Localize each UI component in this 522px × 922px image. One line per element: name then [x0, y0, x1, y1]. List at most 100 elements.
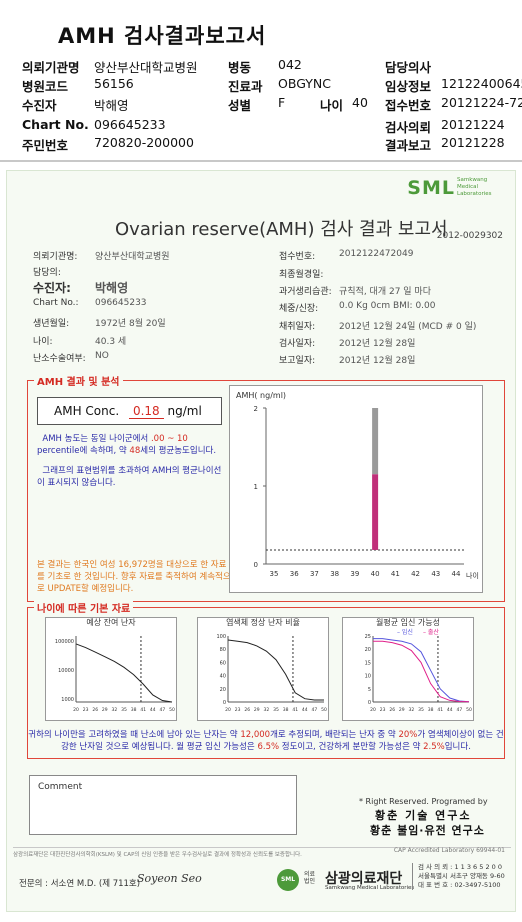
age-summary-text: 귀하의 나이만을 고려하였을 때 난소에 남아 있는 난자는 약 12,000개…	[27, 729, 505, 753]
x-tick-label: 37	[310, 570, 319, 578]
y-tick-label: 10	[365, 674, 371, 680]
info-label: 검사일자:	[279, 339, 316, 349]
summary-part: 입니다.	[444, 742, 471, 752]
accession-value: 20121224-720	[441, 95, 522, 110]
amh-section-title: AMH 결과 및 분석	[34, 373, 123, 388]
amh-conc-value: 0.18	[128, 404, 164, 419]
amh-chart: AMH( ng/ml) 0 1 2 35 36 37 38 39 40 41 42 43 44 나이	[229, 385, 483, 593]
series-line	[373, 638, 470, 703]
summary-part: 가 염색체이상이 없는 건강한 난자일 것으로 예상됩니다. 월 평균 임신 가…	[61, 730, 504, 752]
resident-no-value: 720820-200000	[94, 135, 194, 150]
patient-value: 박해영	[94, 98, 129, 113]
header-divider	[0, 160, 522, 162]
x-tick-label: 35	[418, 707, 424, 713]
info-value: 규칙적, 대개 27 일 마다	[339, 287, 431, 297]
x-tick-label: 20	[73, 707, 79, 713]
info-accession: 접수번호: 2012122472049	[279, 249, 413, 262]
foundation-name: 삼광의료재단	[325, 871, 403, 887]
x-tick-label: 35	[121, 707, 127, 713]
x-tick-label: 41	[391, 570, 400, 578]
foundation-address: 검 사 의 뢰 : 1 1 3 6 5 2 0 0 서울특별시 서초구 양재동 …	[412, 863, 505, 890]
y-tick-label: 80	[220, 647, 226, 653]
chart-title: 염색체 정상 난자 비율	[226, 618, 300, 627]
amh-text-part: 그래프의 표현범위를 초과하여 AMH의 평균나이선이 표시되지 않습니다.	[37, 466, 222, 488]
y-tick-label: 100000	[55, 639, 74, 645]
x-tick-label: 29	[254, 707, 260, 713]
amh-conc-unit: ng/ml	[167, 404, 202, 418]
request-date-value: 20121224	[441, 117, 505, 132]
info-label: Chart No.:	[33, 298, 79, 308]
age-value: 40	[352, 95, 368, 110]
x-tick-label: 41	[437, 707, 443, 713]
amh-mean-age: 48	[129, 446, 141, 456]
summary-part: 정도이고, 건강하게 분만할 가능성은 약	[281, 742, 421, 752]
amh-result-section	[27, 380, 505, 602]
age-label: 나이	[320, 98, 344, 113]
clinical-info-value: 12122400645	[441, 76, 522, 91]
info-label: 채취일자:	[279, 322, 316, 332]
x-tick-label: 38	[428, 707, 434, 713]
remaining-eggs-chart: 예상 잔여 난자 100000 10000 1000 20 23 26 29 32 35 38 41…	[45, 617, 177, 721]
amh-percentile-text: AMH 농도는 동일 나이군에서 .00 ~ 10 percentile에 속하…	[37, 433, 227, 457]
amh-text-part: percentile에 속하며, 약	[37, 446, 127, 456]
info-institution: 의뢰기관명: 양산부산대학교병원	[33, 249, 170, 262]
x-tick-label: 26	[389, 707, 395, 713]
series-line	[373, 640, 470, 703]
info-label: 나이:	[33, 337, 53, 347]
accession-label: 접수번호	[385, 98, 432, 113]
sex-label: 성별	[228, 98, 252, 113]
y-tick-label: 20	[220, 687, 226, 693]
department-value: OBGYNC	[278, 76, 331, 91]
info-birthdate: 생년월일: 1972년 8월 20일	[33, 316, 166, 329]
x-tick-label: 26	[244, 707, 250, 713]
y-tick-label: 10000	[58, 668, 74, 674]
patient-label: 수진자	[22, 98, 57, 113]
chart-no-value: 096645233	[94, 117, 166, 132]
signing-physician: 전문의 : 서소연 M.D. (제 711호)	[19, 879, 141, 889]
foundation-logo: SML	[277, 869, 299, 891]
amh-percentile-range: .00 ~ 10	[150, 434, 188, 444]
info-value: 40.3 세	[95, 337, 127, 347]
info-label: 최종월경일:	[279, 270, 324, 280]
accreditation-footnote: 삼광의료재단은 대한진단검사의학회(KSLM) 및 CAP의 신임 인증을 받은…	[13, 847, 511, 858]
amh-data-source-note: 본 결과는 한국인 여성 16,972명을 대상으로 한 자료를 기초로 한 것…	[37, 559, 232, 595]
amh-text-part: AMH 농도는 동일 나이군에서	[42, 434, 149, 444]
x-tick-label: 23	[380, 707, 386, 713]
y-tick-label: 2	[254, 405, 258, 413]
doctor-label: 담당의사	[385, 60, 432, 75]
x-tick-label: 32	[112, 707, 118, 713]
summary-part: 개로 추정되며, 배란되는 난자 중 약	[270, 730, 396, 740]
report-date-value: 20121228	[441, 135, 505, 150]
amh-conc-label: AMH Conc.	[54, 404, 120, 418]
resident-no-label: 주민번호	[22, 138, 69, 153]
y-tick-label: 1	[254, 483, 258, 491]
x-tick-label: 38	[330, 570, 339, 578]
info-cycle: 과거생리습관: 규칙적, 대개 27 일 마다	[279, 284, 431, 297]
x-tick-label: 38	[131, 707, 137, 713]
info-ovary-surgery: 난소수술여부: NO	[33, 351, 109, 364]
info-value: 1972년 8월 20일	[95, 319, 166, 329]
y-tick-label: 25	[365, 634, 371, 640]
department-label: 진료과	[228, 79, 263, 94]
summary-part: 귀하의 나이만을 고려하였을 때 난소에 남아 있는 난자는 약	[28, 730, 238, 740]
info-label: 생년월일:	[33, 319, 70, 329]
info-label: 의뢰기관명:	[33, 252, 78, 262]
info-value: NO	[95, 351, 109, 361]
x-tick-label: 32	[264, 707, 270, 713]
info-test-date: 검사일자: 2012년 12월 28일	[279, 336, 415, 349]
sex-value: F	[278, 95, 286, 110]
info-label: 보고일자:	[279, 356, 316, 366]
info-label: 수진자:	[33, 281, 71, 295]
info-value: 양산부산대학교병원	[95, 252, 170, 262]
x-tick-label: 23	[83, 707, 89, 713]
y-tick-label: 5	[368, 687, 371, 693]
info-label: 담당의:	[33, 268, 61, 278]
x-tick-label: 44	[447, 707, 453, 713]
institution-value: 양산부산대학교병원	[94, 60, 198, 75]
chart-title: 월평균 임신 가능성	[376, 618, 440, 627]
x-tick-label: 23	[235, 707, 241, 713]
research-dept-1: 황춘 기술 연구소	[375, 809, 472, 822]
info-label: 과거생리습관:	[279, 287, 332, 297]
info-chart-no: Chart No.: 096645233	[33, 298, 147, 308]
